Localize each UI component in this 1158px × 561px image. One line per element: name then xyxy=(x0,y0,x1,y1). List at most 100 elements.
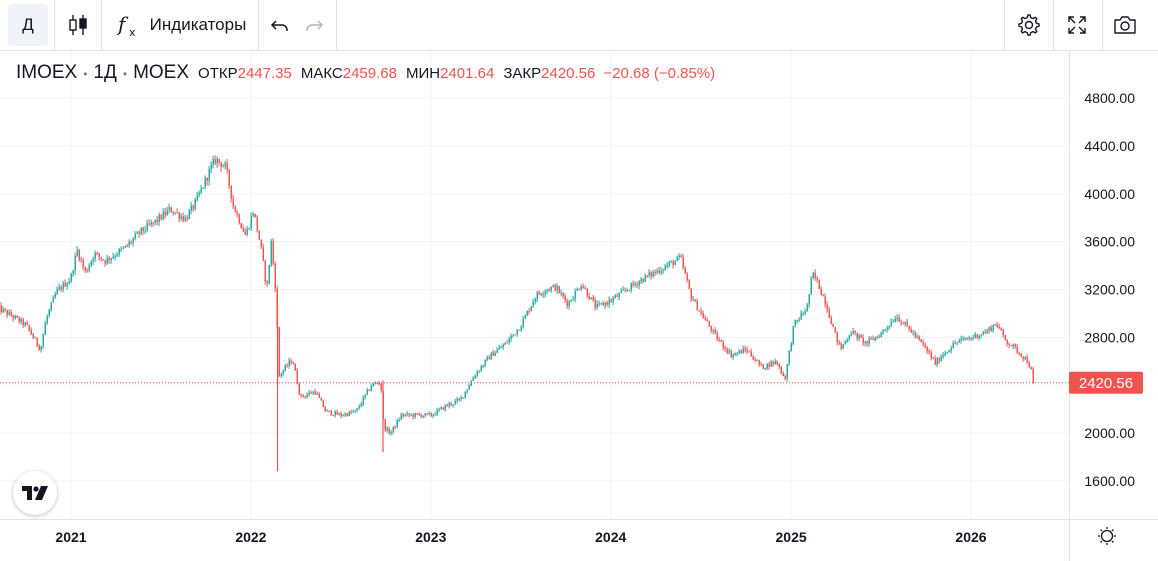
candle-body xyxy=(0,305,2,312)
candle-body xyxy=(252,213,254,217)
candle-body xyxy=(1006,340,1008,344)
candle-body xyxy=(784,375,786,379)
candle-body xyxy=(638,281,640,286)
candle-body xyxy=(600,303,602,305)
candle-body xyxy=(742,348,744,354)
candle-body xyxy=(66,283,68,287)
redo-button[interactable] xyxy=(298,4,330,46)
candle-body xyxy=(536,292,538,299)
candle-body xyxy=(76,249,78,256)
candle-body xyxy=(164,211,166,215)
candle-body xyxy=(750,351,752,357)
candle-body xyxy=(846,339,848,342)
tradingview-logo[interactable] xyxy=(13,471,57,515)
candle-body xyxy=(314,391,316,394)
candle-body xyxy=(868,338,870,344)
candle-body xyxy=(782,373,784,376)
candle-body xyxy=(124,245,126,248)
candle-body xyxy=(272,240,274,264)
screenshot-button[interactable] xyxy=(1106,4,1144,46)
candle-body xyxy=(304,396,306,398)
candle-body xyxy=(132,238,134,243)
candle-body xyxy=(706,319,708,322)
candle-body xyxy=(476,371,478,376)
candle-body xyxy=(454,400,456,405)
candle-body xyxy=(414,413,416,417)
price-chart[interactable]: 1600.002000.002400.002800.003200.003600.… xyxy=(0,51,1158,561)
candle-body xyxy=(280,374,282,376)
candle-body xyxy=(154,219,156,223)
candle-body xyxy=(244,231,246,235)
time-axis[interactable]: 2021 2022 2023 2024 2025 2026 xyxy=(55,529,986,545)
candle-body xyxy=(524,315,526,319)
candle-body xyxy=(8,312,10,316)
candle-body xyxy=(390,432,392,434)
interval-button[interactable]: Д xyxy=(8,4,48,46)
price-axis[interactable]: 1600.002000.002400.002800.003200.003600.… xyxy=(1084,90,1135,489)
candle-body xyxy=(60,287,62,290)
candle-body xyxy=(378,383,380,385)
candle-body xyxy=(296,370,298,384)
candle-body xyxy=(882,330,884,333)
fullscreen-button[interactable] xyxy=(1058,4,1096,46)
legend-low-label: МИН xyxy=(405,65,441,82)
candle-body xyxy=(916,336,918,338)
candle-body xyxy=(802,313,804,315)
candle-body xyxy=(1010,345,1012,347)
candle-body xyxy=(116,254,118,256)
candle-body xyxy=(692,299,694,301)
settings-button[interactable] xyxy=(1009,4,1047,46)
candle-body xyxy=(380,383,382,391)
legend-symbol[interactable]: IMOEX xyxy=(16,62,78,83)
candle-body xyxy=(992,324,994,331)
candle-body xyxy=(328,410,330,412)
candle-body xyxy=(1018,352,1020,354)
candle-body xyxy=(150,222,152,225)
candle-body xyxy=(714,329,716,333)
candle-body xyxy=(596,303,598,308)
candle-body xyxy=(726,349,728,353)
candle-body xyxy=(270,240,272,266)
candle-body xyxy=(120,248,122,250)
candle-body xyxy=(82,260,84,267)
candle-body xyxy=(188,210,190,220)
camera-icon xyxy=(1114,16,1136,34)
candle-body xyxy=(376,383,378,385)
chart-type-button[interactable] xyxy=(60,4,96,46)
candle-body xyxy=(16,315,18,318)
candle-body xyxy=(398,419,400,421)
candle-body xyxy=(832,324,834,327)
x-tick-label: 2021 xyxy=(55,529,86,545)
candle-body xyxy=(58,287,60,290)
candle-body xyxy=(510,335,512,339)
candle-body xyxy=(650,272,652,277)
candle-body xyxy=(372,383,374,387)
candle-body xyxy=(908,325,910,330)
candle-body xyxy=(384,419,386,431)
candle-body xyxy=(822,294,824,297)
candle-body xyxy=(700,311,702,314)
candle-body xyxy=(418,414,420,416)
candle-body xyxy=(572,298,574,301)
undo-button[interactable] xyxy=(264,4,296,46)
candle-body xyxy=(914,332,916,337)
candle-body xyxy=(736,353,738,355)
candle-body xyxy=(26,322,28,325)
axis-settings-button[interactable] xyxy=(1098,527,1116,545)
fx-icon: f x xyxy=(116,12,136,39)
candle-body xyxy=(528,311,530,313)
candle-body xyxy=(92,258,94,262)
candle-body xyxy=(632,283,634,285)
indicators-button[interactable]: f x Индикаторы xyxy=(108,4,254,46)
x-tick-label: 2022 xyxy=(235,529,266,545)
candle-body xyxy=(910,329,912,333)
candle-body xyxy=(756,360,758,362)
legend-dot: • xyxy=(122,67,128,81)
toolbar-divider xyxy=(258,0,259,50)
candle-body xyxy=(114,255,116,257)
candle-body xyxy=(62,283,64,290)
candle-body xyxy=(958,340,960,343)
candle-body xyxy=(126,245,128,247)
candle-body xyxy=(942,355,944,357)
candle-body xyxy=(434,414,436,416)
